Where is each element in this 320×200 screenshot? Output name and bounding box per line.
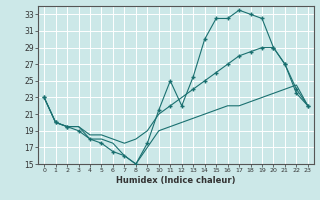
X-axis label: Humidex (Indice chaleur): Humidex (Indice chaleur) xyxy=(116,176,236,185)
